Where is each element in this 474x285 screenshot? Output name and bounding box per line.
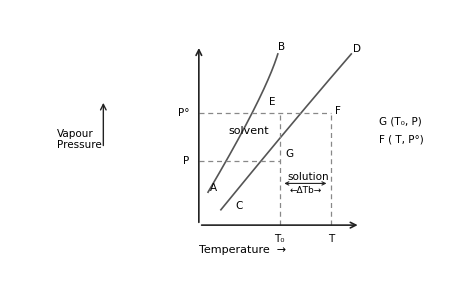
Text: B: B [278,42,285,52]
Text: ←ΔTb→: ←ΔTb→ [289,186,321,195]
Text: Temperature  →: Temperature → [200,245,286,255]
Text: C: C [236,201,243,211]
Text: A: A [210,184,217,194]
Text: T₀: T₀ [274,234,285,244]
Text: T: T [328,234,334,244]
Text: Vapour
Pressure: Vapour Pressure [57,129,102,150]
Text: F ( T, P°): F ( T, P°) [379,135,424,144]
Text: P: P [183,156,190,166]
Text: D: D [353,44,361,54]
Text: solvent: solvent [228,126,269,136]
Text: P°: P° [178,108,190,118]
Text: G (T₀, P): G (T₀, P) [379,117,421,127]
Text: F: F [335,106,341,116]
Text: solution: solution [287,172,328,182]
Text: E: E [269,97,275,107]
Text: G: G [285,149,293,159]
